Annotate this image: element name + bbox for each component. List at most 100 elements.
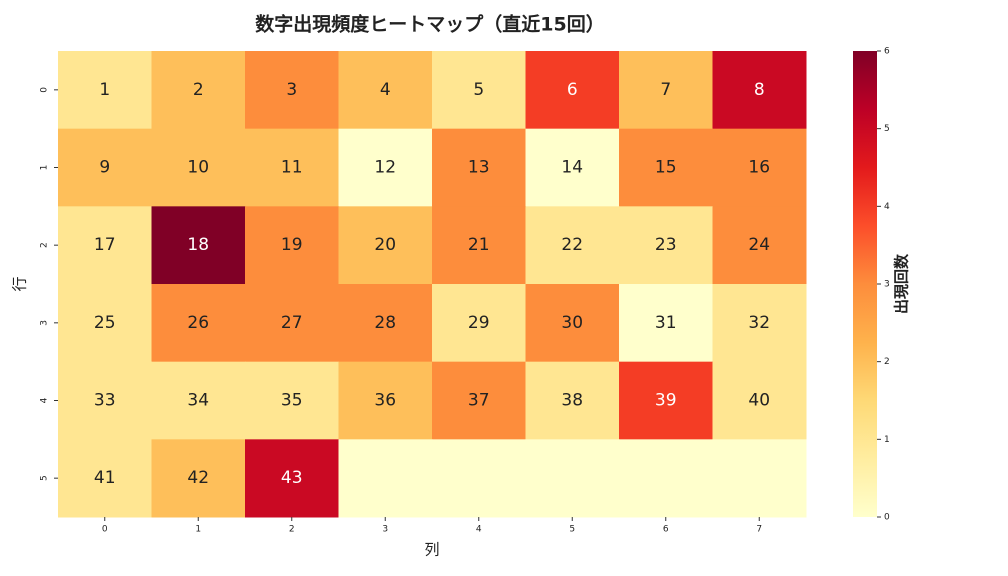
heatmap-cell xyxy=(151,361,246,440)
cell-label: 35 xyxy=(281,391,303,411)
heatmap-cell xyxy=(525,361,620,440)
cell-label: 27 xyxy=(281,313,303,333)
heatmap-cell xyxy=(338,206,433,285)
colorbar-label: 出現回数 xyxy=(893,253,911,314)
cell-label: 1 xyxy=(99,80,110,100)
heatmap-cell xyxy=(432,128,526,207)
x-tick-label: 5 xyxy=(569,525,575,535)
cell-label: 5 xyxy=(473,80,484,100)
cell-label: 14 xyxy=(561,158,583,178)
heatmap-cell xyxy=(245,361,339,440)
cell-label: 10 xyxy=(187,158,209,178)
heatmap-cell xyxy=(338,361,433,440)
heatmap-cell xyxy=(245,128,339,207)
heatmap-cell xyxy=(245,51,339,130)
cell-label: 6 xyxy=(567,80,578,100)
cell-label: 41 xyxy=(94,468,116,488)
heatmap-cell xyxy=(245,284,339,363)
x-axis-label: 列 xyxy=(424,541,439,559)
heatmap-cell xyxy=(338,439,433,518)
y-tick-label: 0 xyxy=(40,87,50,93)
heatmap-cell xyxy=(58,128,152,207)
heatmap-cell xyxy=(151,206,246,285)
heatmap-cell xyxy=(432,51,526,130)
heatmap-cell xyxy=(712,439,807,518)
heatmap-cell xyxy=(245,439,339,518)
heatmap-cell xyxy=(712,128,807,207)
heatmap-cell xyxy=(151,284,246,363)
y-tick-label: 3 xyxy=(40,320,50,326)
heatmap-cell xyxy=(58,439,152,518)
x-tick-label: 4 xyxy=(476,525,482,535)
cell-label: 33 xyxy=(94,391,116,411)
x-tick-label: 0 xyxy=(102,525,108,535)
heatmap-cell xyxy=(432,284,526,363)
x-tick-label: 7 xyxy=(756,525,762,535)
colorbar-tick-label: 2 xyxy=(884,357,890,367)
heatmap-cell xyxy=(58,206,152,285)
cell-label: 40 xyxy=(748,391,770,411)
heatmap-cell xyxy=(525,206,620,285)
heatmap-cell xyxy=(245,206,339,285)
cell-label: 26 xyxy=(187,313,209,333)
cell-label: 18 xyxy=(187,235,209,255)
colorbar-tick-label: 3 xyxy=(884,280,890,290)
cell-label: 20 xyxy=(374,235,396,255)
colorbar-tick-label: 5 xyxy=(884,124,890,134)
cell-label: 2 xyxy=(193,80,204,100)
cell-label: 12 xyxy=(374,158,396,178)
colorbar-tick-label: 4 xyxy=(884,202,890,212)
heatmap-cell xyxy=(432,361,526,440)
cell-label: 32 xyxy=(748,313,770,333)
heatmap-cell xyxy=(712,51,807,130)
cell-label: 15 xyxy=(655,158,677,178)
x-tick-label: 2 xyxy=(289,525,295,535)
y-tick-label: 2 xyxy=(40,242,50,248)
cell-label: 3 xyxy=(286,80,297,100)
cell-label: 25 xyxy=(94,313,116,333)
heatmap-cell xyxy=(58,361,152,440)
cell-label: 28 xyxy=(374,313,396,333)
colorbar-tick-label: 1 xyxy=(884,435,890,445)
heatmap-cell xyxy=(525,284,620,363)
heatmap-cell xyxy=(712,284,807,363)
cell-label: 30 xyxy=(561,313,583,333)
heatmap-cell xyxy=(525,439,620,518)
cell-label: 36 xyxy=(374,391,396,411)
cell-label: 43 xyxy=(281,468,303,488)
cell-label: 29 xyxy=(468,313,490,333)
heatmap-cell xyxy=(619,439,713,518)
x-tick-label: 3 xyxy=(382,525,388,535)
heatmap-cell xyxy=(525,51,620,130)
cell-label: 9 xyxy=(99,158,110,178)
chart-title: 数字出現頻度ヒートマップ（直近15回） xyxy=(255,13,604,36)
heatmap-cell xyxy=(619,361,713,440)
heatmap-cell xyxy=(151,51,246,130)
cell-label: 8 xyxy=(754,80,765,100)
y-tick-label: 4 xyxy=(40,397,50,403)
x-tick-label: 1 xyxy=(195,525,201,535)
cell-label: 22 xyxy=(561,235,583,255)
cell-label: 4 xyxy=(380,80,391,100)
heatmap-cell xyxy=(619,206,713,285)
colorbar-tick-label: 6 xyxy=(884,47,890,57)
cell-label: 39 xyxy=(655,391,677,411)
y-tick-label: 1 xyxy=(40,165,50,171)
heatmap-cell xyxy=(712,361,807,440)
heatmap-cell xyxy=(619,51,713,130)
heatmap-cell xyxy=(619,284,713,363)
cell-label: 23 xyxy=(655,235,677,255)
x-tick-label: 6 xyxy=(663,525,669,535)
cell-label: 16 xyxy=(748,158,770,178)
heatmap-cell xyxy=(432,439,526,518)
cell-label: 24 xyxy=(748,235,770,255)
cell-label: 13 xyxy=(468,158,490,178)
cell-label: 21 xyxy=(468,235,490,255)
cell-label: 17 xyxy=(94,235,116,255)
colorbar xyxy=(853,51,877,517)
cell-label: 7 xyxy=(660,80,671,100)
heatmap-cell xyxy=(338,51,433,130)
cell-label: 31 xyxy=(655,313,677,333)
cell-label: 19 xyxy=(281,235,303,255)
